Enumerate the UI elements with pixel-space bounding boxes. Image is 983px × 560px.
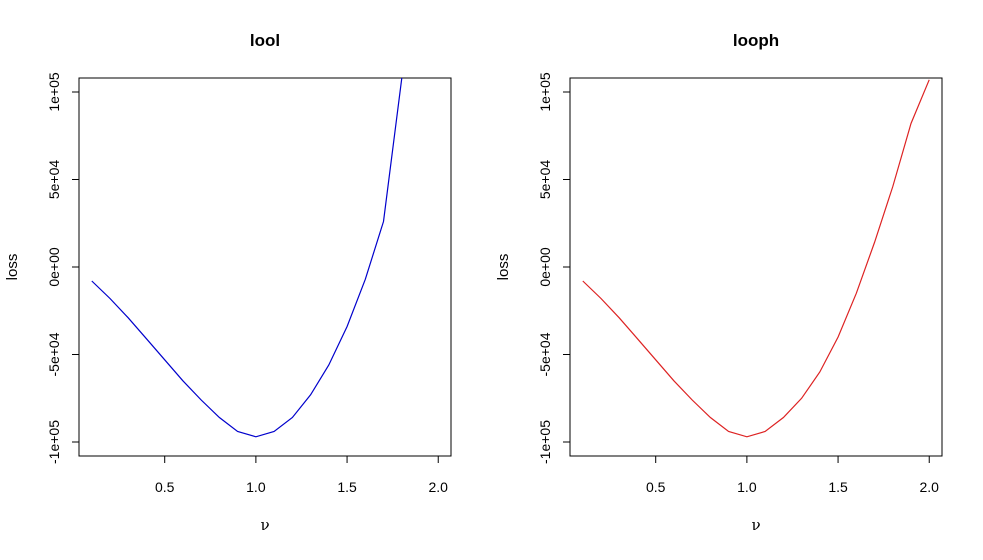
y-axis: -1e+05 -5e+04 0e+00 5e+04 1e+05	[46, 72, 80, 464]
panel-looph: looph 0.5 1.0 1.5 2.0 -1e+05 -5e+04 0e+00 5e+0…	[495, 31, 943, 534]
chart-title: looph	[733, 31, 779, 50]
x-axis-label: ν	[260, 516, 269, 534]
y-tick-label: 5e+04	[537, 160, 553, 200]
y-tick-label: 1e+05	[537, 72, 553, 112]
x-tick-label: 2.0	[920, 479, 940, 495]
y-axis: -1e+05 -5e+04 0e+00 5e+04 1e+05	[537, 72, 571, 464]
y-axis-label: loss	[495, 254, 512, 281]
chart-title: lool	[250, 31, 280, 50]
x-tick-label: 1.0	[246, 479, 266, 495]
y-tick-label: -5e+04	[46, 332, 62, 376]
y-tick-label: 0e+00	[537, 247, 553, 287]
y-axis-label: loss	[4, 254, 21, 281]
y-tick-label: -5e+04	[537, 332, 553, 376]
x-axis: 0.5 1.0 1.5 2.0	[155, 455, 449, 495]
x-tick-label: 1.0	[737, 479, 757, 495]
x-tick-label: 2.0	[429, 479, 449, 495]
y-tick-label: -1e+05	[537, 420, 553, 464]
panel-lool: lool 0.5 1.0 1.5 2.0 -1e+05 -5e+04 0e+00 5e+04…	[4, 31, 452, 534]
x-tick-label: 0.5	[646, 479, 666, 495]
series-line	[91, 78, 403, 438]
x-axis: 0.5 1.0 1.5 2.0	[646, 455, 940, 495]
series-line	[582, 79, 930, 438]
x-axis-label: ν	[751, 516, 760, 534]
x-tick-label: 1.5	[337, 479, 357, 495]
y-tick-label: 5e+04	[46, 160, 62, 200]
y-tick-label: 1e+05	[46, 72, 62, 112]
x-tick-label: 0.5	[155, 479, 175, 495]
y-tick-label: -1e+05	[46, 420, 62, 464]
y-tick-label: 0e+00	[46, 247, 62, 287]
x-tick-label: 1.5	[828, 479, 848, 495]
